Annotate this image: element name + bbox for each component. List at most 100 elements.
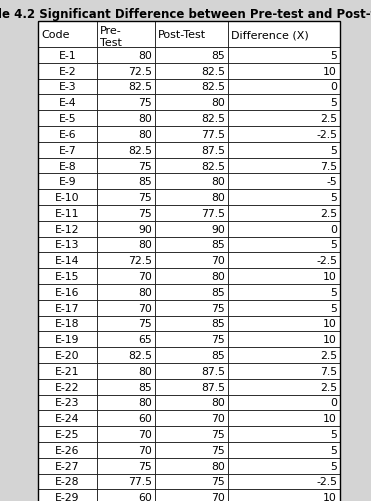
- Bar: [38, 237, 97, 253]
- Bar: [38, 64, 97, 80]
- Bar: [155, 174, 228, 190]
- Bar: [228, 158, 340, 174]
- Text: E-27: E-27: [55, 461, 80, 471]
- Text: E-13: E-13: [55, 240, 80, 250]
- Bar: [155, 190, 228, 205]
- Bar: [228, 22, 340, 48]
- Text: 90: 90: [211, 224, 225, 234]
- Text: 80: 80: [211, 398, 225, 408]
- Text: 2.5: 2.5: [320, 208, 337, 218]
- Bar: [97, 379, 155, 395]
- Bar: [38, 158, 97, 174]
- Text: 0: 0: [330, 398, 337, 408]
- Text: 7.5: 7.5: [320, 161, 337, 171]
- Bar: [97, 300, 155, 316]
- Bar: [155, 489, 228, 501]
- Bar: [97, 64, 155, 80]
- Bar: [38, 285, 97, 300]
- Text: Difference (X): Difference (X): [231, 30, 309, 40]
- Text: E-28: E-28: [55, 476, 80, 486]
- Text: E-4: E-4: [59, 98, 76, 108]
- Bar: [228, 379, 340, 395]
- Text: 85: 85: [211, 350, 225, 360]
- Bar: [228, 363, 340, 379]
- Text: E-24: E-24: [55, 413, 80, 423]
- Bar: [97, 363, 155, 379]
- Text: Pre-
Test: Pre- Test: [100, 26, 122, 48]
- Text: 82.5: 82.5: [201, 82, 225, 92]
- Bar: [38, 348, 97, 363]
- Text: 5: 5: [330, 303, 337, 313]
- Bar: [155, 80, 228, 95]
- Text: E-9: E-9: [59, 177, 76, 187]
- Bar: [155, 300, 228, 316]
- Bar: [228, 127, 340, 142]
- Bar: [38, 80, 97, 95]
- Text: 72.5: 72.5: [128, 256, 152, 266]
- Text: 75: 75: [211, 476, 225, 486]
- Text: 82.5: 82.5: [128, 145, 152, 155]
- Bar: [97, 80, 155, 95]
- Text: 10: 10: [323, 413, 337, 423]
- Bar: [97, 205, 155, 221]
- Bar: [155, 205, 228, 221]
- Text: 65: 65: [138, 335, 152, 345]
- Bar: [228, 411, 340, 426]
- Text: 85: 85: [138, 177, 152, 187]
- Bar: [155, 348, 228, 363]
- Bar: [38, 332, 97, 348]
- Bar: [97, 411, 155, 426]
- Bar: [97, 395, 155, 411]
- Text: 82.5: 82.5: [201, 67, 225, 77]
- Text: 60: 60: [138, 492, 152, 501]
- Bar: [97, 348, 155, 363]
- Bar: [97, 127, 155, 142]
- Text: Code: Code: [41, 30, 69, 40]
- Text: E-20: E-20: [55, 350, 80, 360]
- Bar: [228, 174, 340, 190]
- Bar: [38, 142, 97, 158]
- Text: 80: 80: [211, 98, 225, 108]
- Text: 10: 10: [323, 335, 337, 345]
- Bar: [38, 395, 97, 411]
- Bar: [38, 22, 97, 48]
- Bar: [97, 442, 155, 458]
- Bar: [97, 142, 155, 158]
- Text: Table 4.2 Significant Difference between Pre-test and Post-test: Table 4.2 Significant Difference between…: [0, 8, 371, 21]
- Text: 77.5: 77.5: [201, 130, 225, 140]
- Bar: [38, 300, 97, 316]
- Text: 2.5: 2.5: [320, 114, 337, 124]
- Text: 90: 90: [138, 224, 152, 234]
- Bar: [97, 237, 155, 253]
- Text: 80: 80: [211, 193, 225, 203]
- Bar: [155, 237, 228, 253]
- Bar: [228, 221, 340, 237]
- Text: 70: 70: [138, 303, 152, 313]
- Bar: [97, 190, 155, 205]
- Text: 82.5: 82.5: [128, 350, 152, 360]
- Bar: [38, 95, 97, 111]
- Bar: [97, 174, 155, 190]
- Bar: [38, 190, 97, 205]
- Bar: [228, 332, 340, 348]
- Bar: [38, 253, 97, 269]
- Bar: [228, 253, 340, 269]
- Bar: [155, 395, 228, 411]
- Text: E-18: E-18: [55, 319, 80, 329]
- Text: 75: 75: [211, 445, 225, 455]
- Text: 5: 5: [330, 145, 337, 155]
- Bar: [38, 174, 97, 190]
- Bar: [38, 48, 97, 64]
- Bar: [38, 269, 97, 285]
- Bar: [97, 473, 155, 489]
- Bar: [97, 48, 155, 64]
- Text: 75: 75: [211, 335, 225, 345]
- Text: 82.5: 82.5: [201, 161, 225, 171]
- Text: 75: 75: [138, 98, 152, 108]
- Text: 70: 70: [138, 429, 152, 439]
- Text: E-17: E-17: [55, 303, 80, 313]
- Bar: [228, 348, 340, 363]
- Text: 80: 80: [138, 366, 152, 376]
- Bar: [228, 426, 340, 442]
- Bar: [228, 285, 340, 300]
